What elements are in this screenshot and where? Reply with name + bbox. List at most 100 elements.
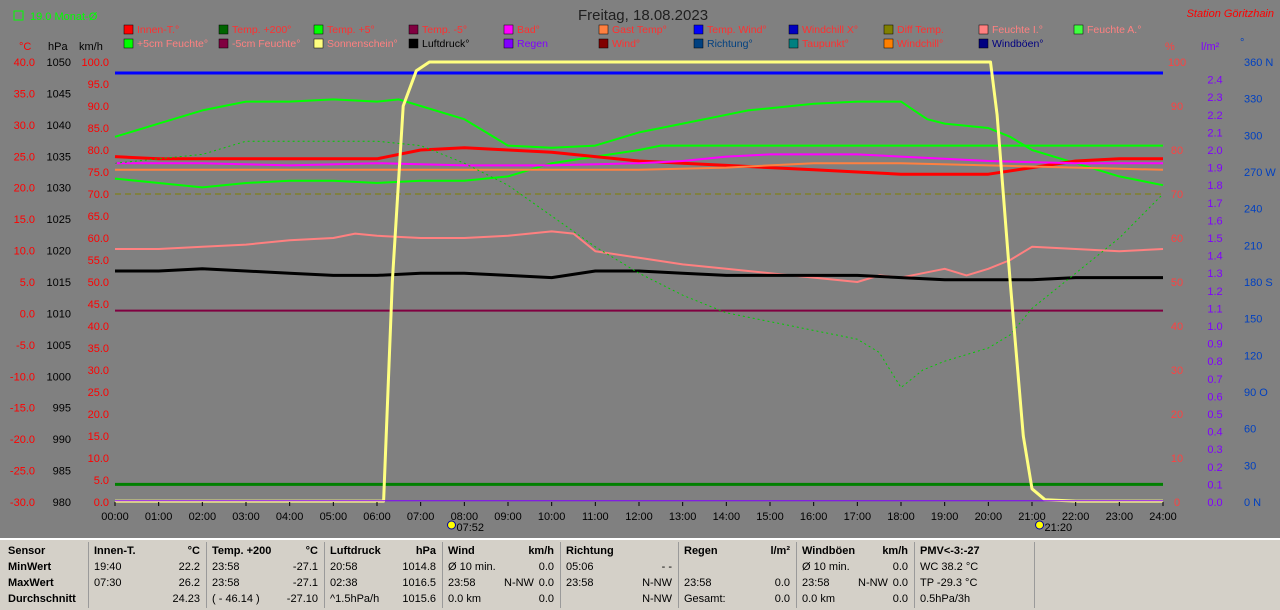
direction-tick-label: 210 — [1244, 240, 1262, 252]
series-line — [115, 162, 1164, 171]
legend-swatch — [788, 24, 799, 35]
x-tick-label: 22:00 — [1062, 511, 1090, 523]
x-tick-label: 19:00 — [931, 511, 959, 523]
legend-item-label: Temp. +5° — [327, 24, 375, 36]
row-label-average: Durchschnitt — [8, 593, 76, 605]
stats-avg-info: ^1.5hPa/h — [330, 593, 380, 605]
stats-avg-value: 0.0 — [892, 593, 908, 605]
rain-tick-label: 0.3 — [1207, 444, 1222, 456]
rain-tick-label: 0.1 — [1207, 479, 1222, 491]
wind-tick-label: 50.0 — [88, 277, 109, 289]
legend-item-label: Sonnenschein° — [327, 38, 398, 50]
wind-tick-label: 0.0 — [94, 497, 109, 509]
rain-tick-label: 1.4 — [1207, 251, 1222, 263]
wind-tick-label: 85.0 — [88, 123, 109, 135]
stats-column-title: Regen — [684, 545, 718, 557]
humidity-axis-unit: % — [1165, 41, 1175, 53]
wind-tick-label: 20.0 — [88, 409, 109, 421]
stats-column-title: Innen-T. — [94, 545, 136, 557]
pressure-tick-label: 1000 — [47, 371, 71, 383]
wind-tick-label: 15.0 — [88, 431, 109, 443]
x-tick-label: 05:00 — [320, 511, 348, 523]
pressure-tick-label: 990 — [53, 434, 71, 446]
legend-item-label: Feuchte I.° — [992, 24, 1043, 36]
stats-avg-info: 0.0 km — [448, 593, 482, 605]
stats-avg-value: 0.0 — [774, 593, 790, 605]
temp-axis-unit: °C — [19, 41, 31, 53]
wind-tick-label: 35.0 — [88, 343, 109, 355]
stats-column: Regen l/m² 23:58 0.0 Gesamt: 0.0 — [678, 542, 797, 608]
legend-swatch — [218, 24, 229, 35]
x-tick-label: 20:00 — [975, 511, 1003, 523]
rain-tick-label: 0.6 — [1207, 391, 1222, 403]
temp-tick-label: -25.0 — [10, 466, 35, 478]
humidity-tick-label: 50 — [1171, 277, 1183, 289]
legend-swatch — [883, 24, 894, 35]
legend-swatch — [788, 38, 799, 49]
legend-item-label: Temp. -5° — [422, 24, 467, 36]
rain-tick-label: 0.5 — [1207, 409, 1222, 421]
x-tick-label: 09:00 — [494, 511, 522, 523]
wind-tick-label: 25.0 — [88, 387, 109, 399]
stats-avg-value: N-NW — [642, 593, 672, 605]
stats-column-unit: °C — [305, 545, 318, 557]
pressure-tick-label: 1015 — [47, 277, 71, 289]
pressure-tick-label: 985 — [53, 466, 71, 478]
legend-item-label: Temp. Wind° — [707, 24, 767, 36]
pressure-tick-label: 1050 — [47, 57, 71, 69]
wind-tick-label: 80.0 — [88, 145, 109, 157]
rain-tick-label: 2.2 — [1207, 110, 1222, 122]
legend-item-label: Windböen° — [992, 38, 1043, 50]
stats-avg-info: 0.5hPa/3h — [920, 593, 971, 605]
temp-tick-label: 20.0 — [14, 183, 35, 195]
pressure-tick-label: 1035 — [47, 151, 71, 163]
legend-item-label: Temp. +200° — [232, 24, 291, 36]
stats-column-unit: hPa — [415, 545, 436, 557]
series-line — [114, 144, 1163, 189]
weather-chart: 19.0 Monat-Ø Freitag, 18.08.2023 Station… — [10, 7, 1276, 534]
stats-avg-info: 0.0 km — [802, 593, 836, 605]
direction-tick-label: 0 N — [1244, 497, 1261, 509]
x-tick-label: 15:00 — [756, 511, 784, 523]
legend-item-label: Wind° — [612, 38, 640, 50]
legend-item-label: Taupunkt° — [802, 38, 849, 50]
temp-tick-label: 30.0 — [14, 120, 35, 132]
humidity-tick-label: 0 — [1174, 497, 1180, 509]
stats-max-time: TP -29.3 °C — [920, 577, 978, 589]
rain-tick-label: 0.9 — [1207, 339, 1222, 351]
stats-column: Wind km/h Ø 10 min. 0.0 23:58 N-NW 0.0 0.0 km 0.… — [442, 542, 561, 608]
direction-tick-label: 150 — [1244, 314, 1262, 326]
stats-column-title: Temp. +200 — [212, 545, 272, 557]
legend-swatch — [693, 38, 704, 49]
x-tick-label: 01:00 — [145, 511, 173, 523]
rain-tick-label: 2.0 — [1207, 145, 1222, 157]
series-line — [115, 267, 1163, 282]
rain-tick-label: 1.9 — [1207, 163, 1222, 175]
humidity-tick-label: 10 — [1171, 453, 1183, 465]
x-tick-label: 17:00 — [844, 511, 872, 523]
rain-tick-label: 0.7 — [1207, 374, 1222, 386]
stats-avg-value: 24.23 — [172, 593, 200, 605]
legend-swatch — [123, 38, 134, 49]
wind-tick-label: 70.0 — [88, 189, 109, 201]
stats-min-time: Ø 10 min. — [448, 561, 496, 573]
temp-tick-label: -15.0 — [10, 403, 35, 415]
stats-column-title: Windböen — [802, 545, 856, 557]
sunset-icon — [1035, 520, 1045, 530]
stats-min-value: 0.0 — [538, 561, 554, 573]
legend-item-label: Bad° — [517, 24, 540, 36]
stats-column-title: Wind — [448, 545, 475, 557]
rain-tick-label: 1.8 — [1207, 180, 1222, 192]
stats-column: Innen-T. °C 19:40 22.2 07:30 26.2 24.23 — [88, 542, 207, 608]
wind-tick-label: 90.0 — [88, 101, 109, 113]
sunrise-time: 07:52 — [457, 522, 485, 534]
rain-tick-label: 1.2 — [1207, 286, 1222, 298]
stats-avg-value: 1015.6 — [402, 593, 436, 605]
wind-tick-label: 60.0 — [88, 233, 109, 245]
station-name: Station Göritzhain — [1187, 8, 1274, 20]
time-axis: 00:00 01:00 02:00 03:00 04:00 05:00 06:00 07:00… — [101, 502, 1177, 534]
legend-item-label: Diff Temp. — [897, 24, 944, 36]
x-tick-label: 24:00 — [1149, 511, 1177, 523]
humidity-tick-label: 70 — [1171, 189, 1183, 201]
x-tick-label: 10:00 — [538, 511, 566, 523]
